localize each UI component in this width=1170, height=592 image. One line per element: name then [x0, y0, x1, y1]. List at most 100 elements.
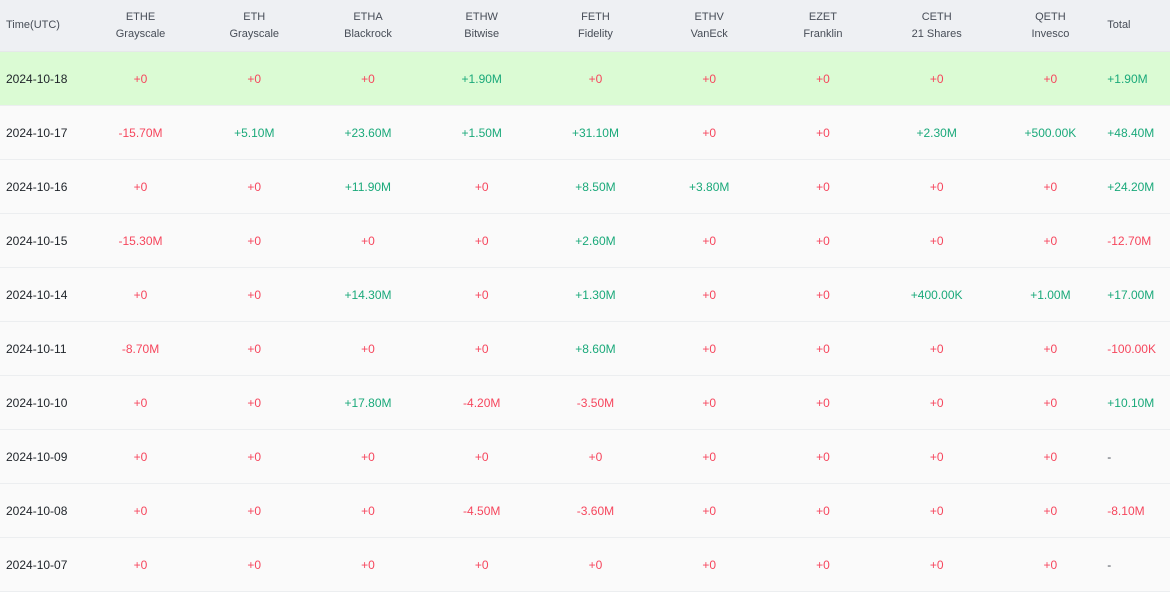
flow-cell-ezet: +0: [816, 125, 830, 140]
flow-cell-ethw: +0: [474, 341, 489, 356]
flow-cell-etha: +14.30M: [344, 287, 392, 302]
flow-cell-ceth: +0: [929, 179, 944, 194]
flow-cell-ethv: +0: [702, 71, 717, 86]
flow-cell-feth: +2.60M: [575, 233, 616, 248]
column-header-ticker: ETH: [243, 10, 266, 23]
flow-cell-feth: +0: [588, 449, 603, 464]
flow-cell-ezet: +0: [816, 233, 830, 248]
flow-cell-ethe: +0: [133, 557, 148, 572]
flow-cell-feth: +31.10M: [571, 125, 619, 140]
row-total: -12.70M: [1107, 233, 1152, 248]
flow-cell-ezet: +0: [816, 341, 830, 356]
flow-cell-qeth: +1.00M: [1030, 287, 1071, 302]
flow-cell-etha: +0: [361, 503, 375, 518]
row-date: 2024-10-07: [6, 557, 68, 572]
flow-cell-eth: +0: [247, 395, 262, 410]
flow-cell-etha: +0: [361, 71, 375, 86]
column-header-ticker: CETH: [921, 10, 952, 23]
flow-cell-ezet: +0: [816, 71, 830, 86]
row-date: 2024-10-18: [6, 71, 68, 86]
column-header-ticker: FETH: [581, 10, 610, 23]
flow-cell-etha: +0: [361, 557, 375, 572]
column-header-issuer: Invesco: [1031, 27, 1070, 40]
flow-cell-qeth: +0: [1043, 557, 1058, 572]
column-header-ticker: ETHA: [353, 10, 383, 23]
flow-cell-ethw: +0: [474, 287, 489, 302]
column-header-qeth: QETH Invesco: [994, 0, 1108, 51]
flow-cell-eth: +0: [247, 287, 262, 302]
row-total: -100.00K: [1107, 341, 1156, 356]
column-header-ticker: ETHE: [125, 10, 156, 23]
flow-cell-ethe: +0: [133, 179, 148, 194]
column-header-issuer: Fidelity: [578, 27, 613, 40]
flow-cell-ethv: +3.80M: [689, 179, 730, 194]
flow-cell-ceth: +0: [929, 449, 944, 464]
column-header-issuer: Franklin: [803, 27, 843, 40]
column-header-ethe: ETHE Grayscale: [84, 0, 198, 51]
table-row: 2024-10-17 -15.70M +5.10M +23.60M +1.50M +31.…: [0, 106, 1170, 160]
row-date: 2024-10-15: [6, 233, 68, 248]
flow-cell-ceth: +0: [929, 233, 944, 248]
flow-cell-eth: +0: [247, 449, 262, 464]
flow-cell-feth: +1.30M: [575, 287, 616, 302]
flow-cell-qeth: +0: [1043, 341, 1058, 356]
flow-cell-etha: +23.60M: [344, 125, 392, 140]
row-date: 2024-10-17: [6, 125, 68, 140]
flow-cell-ethe: +0: [133, 395, 148, 410]
flow-cell-eth: +0: [247, 233, 262, 248]
column-header-feth: FETH Fidelity: [539, 0, 653, 51]
row-total: -8.10M: [1107, 503, 1145, 518]
flow-cell-ethe: -8.70M: [121, 341, 160, 356]
flow-cell-qeth: +0: [1043, 503, 1058, 518]
row-date: 2024-10-09: [6, 449, 68, 464]
column-header-ticker: ETHV: [694, 10, 724, 23]
flow-cell-ethv: +0: [702, 341, 717, 356]
flow-cell-ethw: +1.50M: [461, 125, 502, 140]
flow-cell-ezet: +0: [816, 557, 830, 572]
table-row: 2024-10-16 +0 +0 +11.90M +0 +8.50M +3.80M +0 +0 +…: [0, 160, 1170, 214]
flow-cell-feth: +8.60M: [575, 341, 616, 356]
flow-cell-feth: +0: [588, 71, 603, 86]
table-header: Time(UTC) ETHE Grayscale ETH Grayscale ETHA B…: [0, 0, 1170, 52]
flow-cell-qeth: +0: [1043, 71, 1058, 86]
flow-cell-ethv: +0: [702, 287, 717, 302]
row-date: 2024-10-11: [6, 341, 67, 356]
column-header-ticker: QETH: [1035, 10, 1066, 23]
column-header-ezet: EZET Franklin: [766, 0, 880, 51]
flow-cell-ceth: +0: [929, 503, 944, 518]
column-header-issuer: VanEck: [690, 27, 728, 40]
flow-cell-ezet: +0: [816, 395, 830, 410]
flow-cell-feth: +8.50M: [575, 179, 616, 194]
flow-cell-ethe: +0: [133, 71, 148, 86]
row-date: 2024-10-14: [6, 287, 68, 302]
row-date: 2024-10-16: [6, 179, 68, 194]
flow-cell-ethw: -4.20M: [463, 395, 501, 410]
flow-cell-qeth: +0: [1043, 395, 1058, 410]
row-total: +10.10M: [1107, 395, 1155, 410]
flow-cell-ethw: -4.50M: [463, 503, 501, 518]
flow-cell-eth: +0: [247, 503, 262, 518]
flow-cell-feth: +0: [588, 557, 603, 572]
flow-cell-eth: +5.10M: [234, 125, 275, 140]
flow-cell-etha: +0: [361, 233, 375, 248]
column-header-ticker: EZET: [808, 10, 837, 23]
column-header-etha: ETHA Blackrock: [311, 0, 425, 51]
flow-cell-eth: +0: [247, 557, 262, 572]
flow-cell-ceth: +0: [929, 395, 944, 410]
flow-cell-etha: +11.90M: [344, 179, 392, 194]
flow-cell-ezet: +0: [816, 449, 830, 464]
column-header-total-label: Total: [1107, 19, 1131, 31]
column-header-issuer: 21 Shares: [911, 27, 962, 40]
flow-cell-eth: +0: [247, 341, 262, 356]
flow-cell-ceth: +2.30M: [916, 125, 957, 140]
flow-cell-ethv: +0: [702, 233, 717, 248]
flow-cell-qeth: +0: [1043, 233, 1058, 248]
flow-cell-etha: +0: [361, 341, 375, 356]
column-header-ethv: ETHV VanEck: [652, 0, 766, 51]
column-header-issuer: Grayscale: [229, 27, 280, 40]
column-header-time: Time(UTC): [0, 0, 84, 51]
row-total: -: [1107, 557, 1112, 572]
column-header-issuer: Blackrock: [344, 27, 392, 40]
flow-cell-ethv: +0: [702, 557, 717, 572]
flow-cell-etha: +0: [361, 449, 375, 464]
